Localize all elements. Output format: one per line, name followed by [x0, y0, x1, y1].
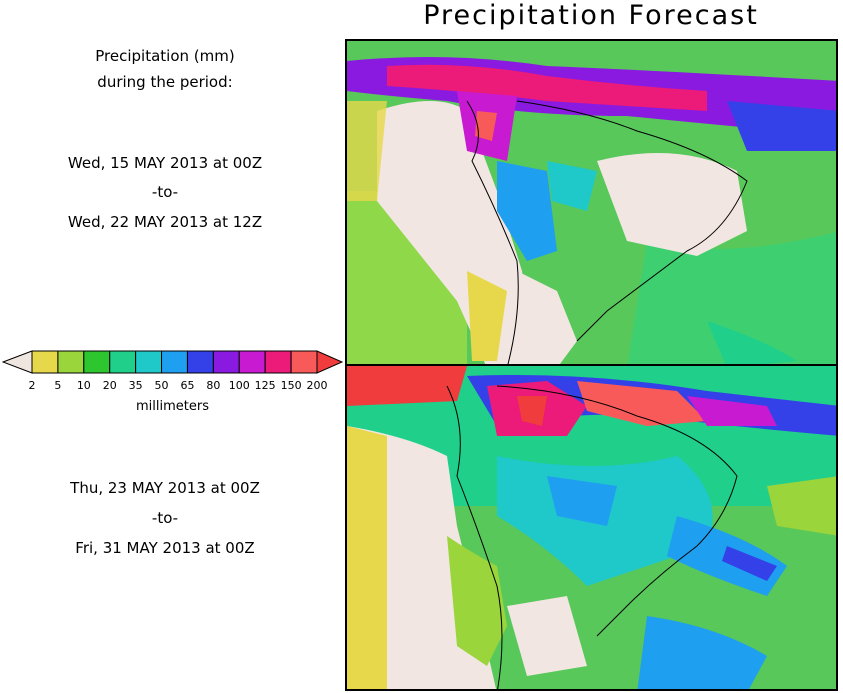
- legend-swatch: [135, 350, 163, 374]
- legend-tick-label: 100: [228, 379, 250, 392]
- heading-line2: during the period:: [97, 73, 233, 91]
- legend-swatch: [212, 350, 240, 374]
- forecast-map-week2: [345, 364, 838, 691]
- legend-swatch: [83, 350, 111, 374]
- legend-bar: [1, 350, 344, 374]
- legend-tick-label: 150: [280, 379, 302, 392]
- legend-below-arrow: [1, 350, 33, 374]
- map-week2-image: [347, 366, 836, 689]
- legend-swatch: [290, 350, 318, 374]
- legend-swatch: [31, 350, 59, 374]
- period1-separator: -to-: [151, 183, 179, 201]
- legend-swatch: [186, 350, 214, 374]
- period2-end: Fri, 31 MAY 2013 at 00Z: [75, 539, 255, 557]
- legend-swatch: [109, 350, 137, 374]
- period2-separator: -to-: [151, 509, 179, 527]
- legend-tick-label: 20: [102, 379, 117, 392]
- period1-start: Wed, 15 MAY 2013 at 00Z: [67, 154, 263, 172]
- legend-units: millimeters: [136, 399, 209, 414]
- legend-swatch: [57, 350, 85, 374]
- legend-swatch: [264, 350, 292, 374]
- color-legend: [1, 349, 344, 379]
- legend-tick-label: 80: [206, 379, 221, 392]
- legend-tick-label: 50: [154, 379, 169, 392]
- legend-tick-label: 2: [28, 379, 36, 392]
- forecast-map-week1: [345, 39, 838, 366]
- period1-end: Wed, 22 MAY 2013 at 12Z: [67, 213, 263, 231]
- legend-tick-label: 125: [254, 379, 276, 392]
- legend-ticks: 2 5 10 20 35 50 65 80 100 125 150 200: [0, 379, 345, 393]
- legend-tick-label: 65: [180, 379, 195, 392]
- legend-above-arrow: [316, 350, 344, 374]
- page-title: Precipitation Forecast: [423, 0, 759, 31]
- heading-line1: Precipitation (mm): [95, 47, 235, 65]
- legend-tick-label: 200: [306, 379, 328, 392]
- legend-tick-label: 35: [128, 379, 143, 392]
- legend-swatch: [238, 350, 266, 374]
- map-week1-image: [347, 41, 836, 364]
- legend-tick-label: 5: [54, 379, 62, 392]
- legend-swatch: [161, 350, 188, 374]
- legend-tick-label: 10: [76, 379, 91, 392]
- period2-start: Thu, 23 MAY 2013 at 00Z: [70, 479, 260, 497]
